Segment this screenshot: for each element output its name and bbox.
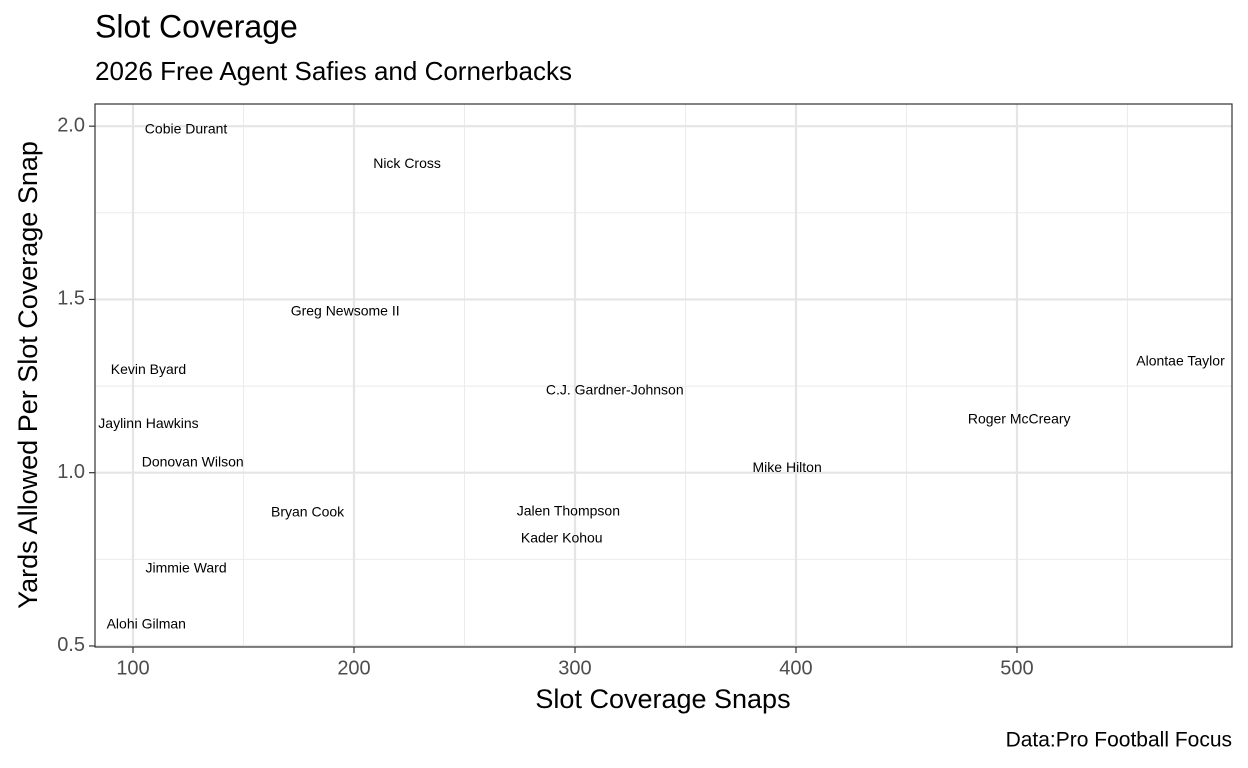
x-axis-label: Slot Coverage Snaps [535, 684, 790, 714]
y-tick-label: 2.0 [57, 114, 85, 136]
point-label: Roger McCreary [968, 410, 1071, 426]
caption: Data:Pro Football Focus [1006, 729, 1232, 752]
y-tick-label: 1.5 [57, 288, 85, 310]
y-tick-label: 0.5 [57, 634, 85, 656]
x-tick-label: 200 [337, 657, 370, 679]
point-label: Jaylinn Hawkins [98, 415, 198, 431]
point-label: Greg Newsome II [291, 302, 400, 318]
point-label: Kevin Byard [111, 361, 186, 377]
panel-border [94, 103, 1233, 648]
point-label: Alohi Gilman [107, 616, 186, 632]
point-label: Donovan Wilson [142, 453, 244, 469]
y-tick-label: 1.0 [57, 461, 85, 483]
point-label: Jalen Thompson [517, 503, 620, 519]
chart-subtitle: 2026 Free Agent Safies and Cornerbacks [95, 56, 572, 86]
x-tick-label: 300 [558, 657, 591, 679]
point-label: Nick Cross [373, 155, 441, 171]
x-tick-label: 100 [116, 657, 149, 679]
chart-title: Slot Coverage [95, 8, 298, 44]
point-label: Alontae Taylor [1136, 353, 1225, 369]
point-label: Jimmie Ward [145, 560, 226, 576]
point-label: Mike Hilton [753, 459, 822, 475]
grid [95, 104, 1232, 648]
x-tick-label: 500 [1000, 657, 1033, 679]
point-label: Kader Kohou [521, 530, 603, 546]
x-tick-label: 400 [779, 657, 812, 679]
point-label: Cobie Durant [145, 120, 228, 136]
y-axis-label: Yards Allowed Per Slot Coverage Snap [13, 141, 43, 609]
labels-layer: Cobie Durant Nick Cross Greg Newsome II Kev… [98, 120, 1225, 631]
point-label: Bryan Cook [271, 504, 345, 520]
point-label: C.J. Gardner-Johnson [546, 381, 684, 397]
